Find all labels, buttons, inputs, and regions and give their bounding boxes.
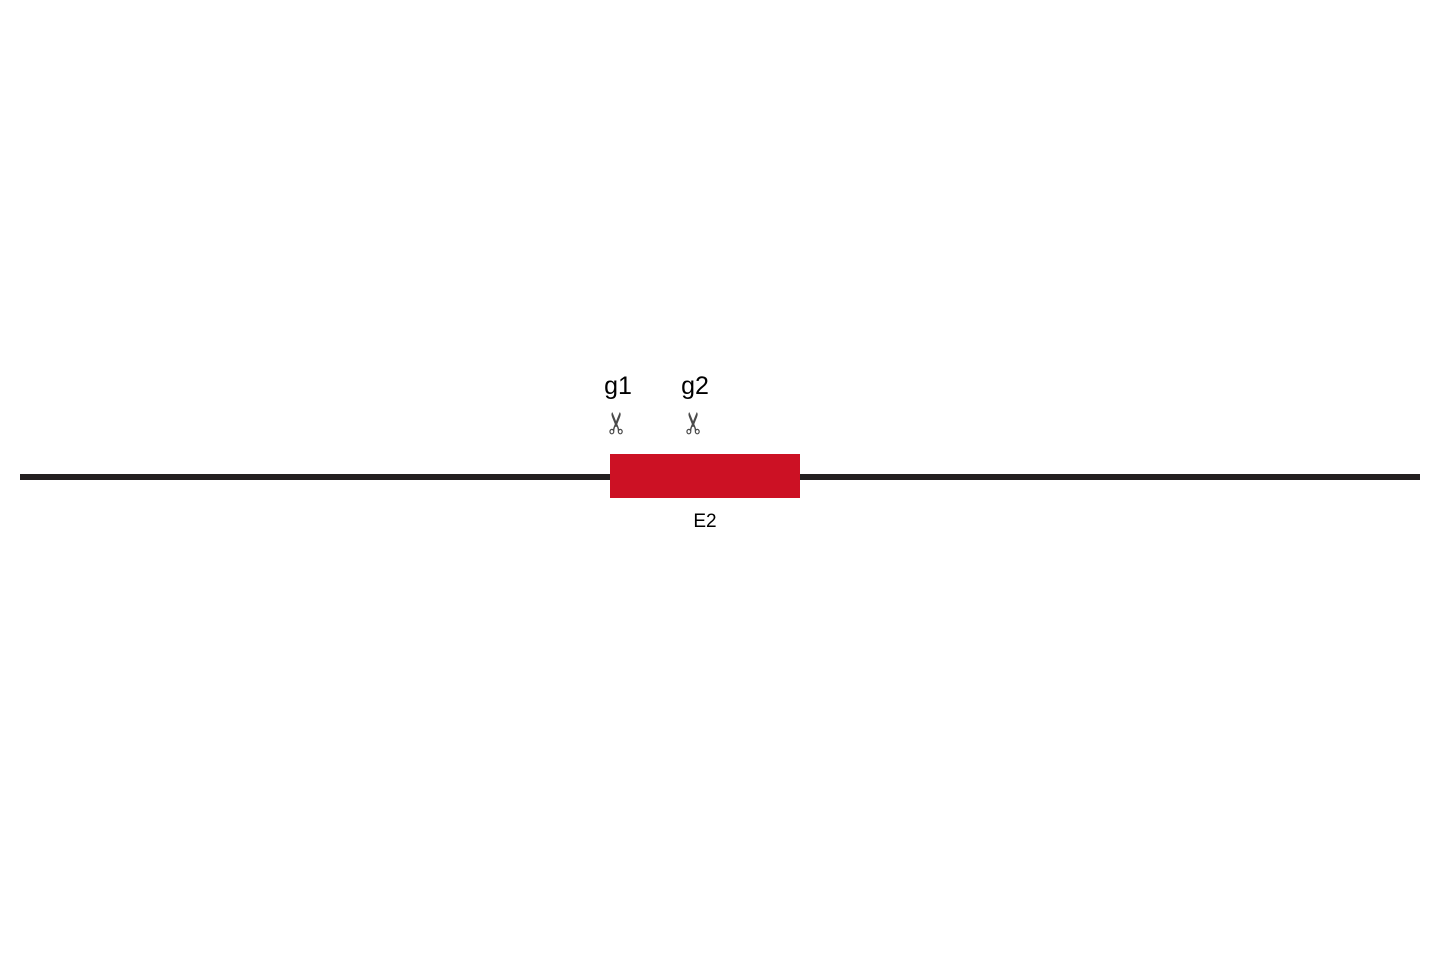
scissors-icon: ✂ — [680, 410, 710, 435]
scissors-icon: ✂ — [603, 410, 633, 435]
guide-label-g2: g2 — [681, 374, 709, 399]
gene-diagram: E2 g1 ✂ g2 ✂ — [0, 0, 1440, 960]
exon-box — [610, 454, 800, 498]
guide-label-g1: g1 — [604, 374, 632, 399]
exon-label: E2 — [693, 512, 716, 531]
